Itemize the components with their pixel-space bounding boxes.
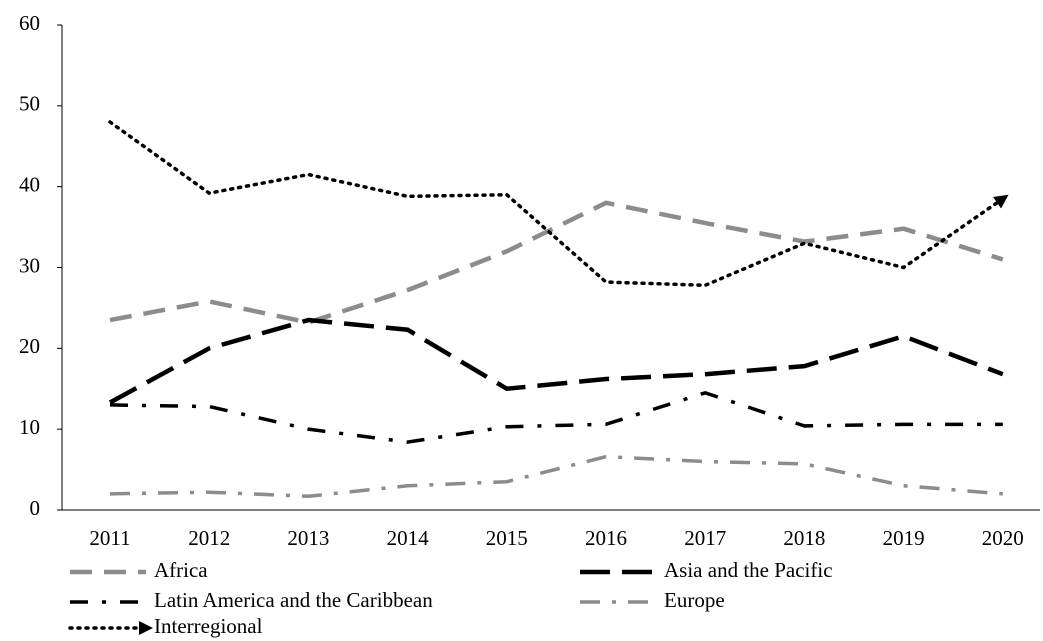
y-tick-label: 50 bbox=[19, 92, 40, 116]
legend-label: Asia and the Pacific bbox=[664, 558, 833, 582]
series-line bbox=[108, 317, 1004, 405]
x-tick-label: 2020 bbox=[982, 526, 1024, 550]
legend-label: Interregional bbox=[154, 614, 263, 638]
y-tick-label: 0 bbox=[30, 496, 41, 520]
series-line bbox=[108, 120, 1009, 288]
x-tick-label: 2019 bbox=[883, 526, 925, 550]
series-line bbox=[109, 200, 1004, 325]
y-tick-label: 10 bbox=[19, 415, 40, 439]
series-line bbox=[109, 454, 1003, 499]
legend-label: Europe bbox=[664, 588, 725, 612]
x-tick-label: 2017 bbox=[684, 526, 726, 550]
y-tick-label: 30 bbox=[19, 253, 40, 277]
y-tick-label: 40 bbox=[19, 172, 40, 196]
x-tick-label: 2014 bbox=[387, 526, 430, 550]
x-tick-label: 2016 bbox=[585, 526, 627, 550]
y-tick-label: 60 bbox=[19, 11, 40, 35]
x-tick-label: 2015 bbox=[486, 526, 528, 550]
legend-label: Latin America and the Caribbean bbox=[154, 588, 433, 612]
x-tick-label: 2013 bbox=[287, 526, 329, 550]
legend-label: Africa bbox=[154, 558, 208, 582]
y-tick-label: 20 bbox=[19, 334, 40, 358]
x-tick-label: 2011 bbox=[89, 526, 130, 550]
series-line bbox=[109, 390, 1003, 444]
x-tick-label: 2012 bbox=[188, 526, 230, 550]
x-tick-label: 2018 bbox=[783, 526, 825, 550]
